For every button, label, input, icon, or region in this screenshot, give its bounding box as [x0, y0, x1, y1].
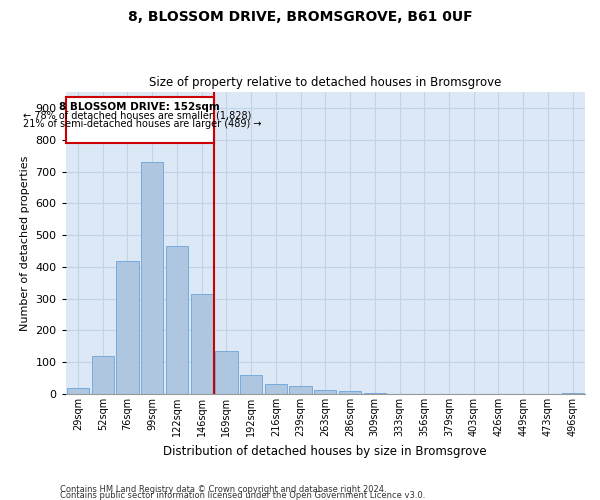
Bar [92, 356, 114, 394]
Title: Size of property relative to detached houses in Bromsgrove: Size of property relative to detached ho… [149, 76, 502, 90]
Text: ← 78% of detached houses are smaller (1,828): ← 78% of detached houses are smaller (1,… [23, 110, 251, 120]
Bar [141, 162, 163, 394]
Bar [339, 392, 361, 394]
Bar [240, 375, 262, 394]
Text: Contains public sector information licensed under the Open Government Licence v3: Contains public sector information licen… [60, 490, 425, 500]
Bar [562, 392, 584, 394]
FancyBboxPatch shape [65, 97, 214, 143]
Bar [289, 386, 312, 394]
Bar [191, 294, 213, 394]
Bar [215, 351, 238, 394]
Bar [364, 392, 386, 394]
Y-axis label: Number of detached properties: Number of detached properties [20, 156, 30, 330]
Text: 21% of semi-detached houses are larger (489) →: 21% of semi-detached houses are larger (… [23, 119, 262, 129]
Text: Contains HM Land Registry data © Crown copyright and database right 2024.: Contains HM Land Registry data © Crown c… [60, 484, 386, 494]
Bar [265, 384, 287, 394]
Text: 8 BLOSSOM DRIVE: 152sqm: 8 BLOSSOM DRIVE: 152sqm [59, 102, 220, 112]
Bar [67, 388, 89, 394]
X-axis label: Distribution of detached houses by size in Bromsgrove: Distribution of detached houses by size … [163, 444, 487, 458]
Bar [166, 246, 188, 394]
Text: 8, BLOSSOM DRIVE, BROMSGROVE, B61 0UF: 8, BLOSSOM DRIVE, BROMSGROVE, B61 0UF [128, 10, 472, 24]
Bar [314, 390, 337, 394]
Bar [116, 260, 139, 394]
